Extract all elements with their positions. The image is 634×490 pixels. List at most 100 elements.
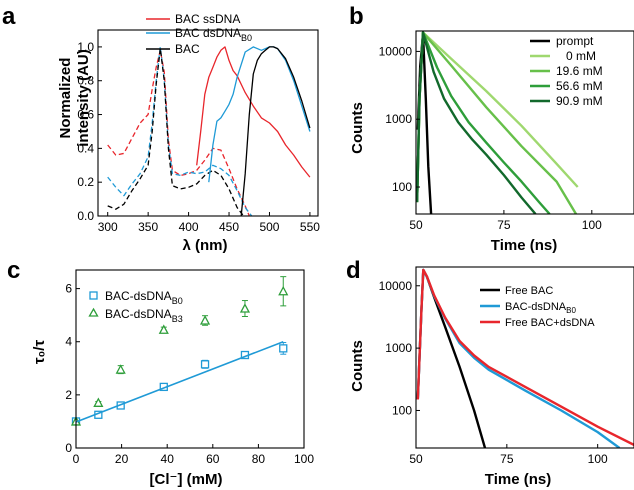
- panel-a-letter: a: [2, 3, 16, 30]
- point-b3: [158, 324, 169, 334]
- panel-a-ylabel-line2: intensity (AU): [75, 49, 92, 147]
- legend-dsdna-b3: BAC-dsDNAB3: [105, 307, 183, 324]
- panel-b-legend: prompt 0 mM 19.6 mM 56.6 mM 90.9 mM: [530, 34, 603, 108]
- panel-a-xlabel: λ (nm): [183, 237, 228, 254]
- point-b3: [115, 364, 126, 374]
- panel-c-axes: 0 20 40 60 80 100 0 2 4 6: [65, 269, 314, 466]
- series-line-bac-ssdna: [196, 46, 311, 178]
- x-tick-label: 0: [73, 452, 80, 466]
- legend-free-bac: Free BAC: [505, 285, 553, 297]
- legend-19mm: 19.6 mM: [556, 64, 603, 78]
- y-tick-label: 4: [65, 335, 72, 349]
- series-line-19-6-mm: [416, 31, 578, 214]
- series-line-bac-dsdna: [208, 46, 311, 183]
- panel-b-ylabel: Counts: [349, 102, 366, 154]
- point-b0: [279, 344, 288, 353]
- series-line-56-6-mm: [416, 31, 551, 214]
- x-tick-label: 100: [294, 452, 314, 466]
- panel-d-xlabel: Time (ns): [485, 471, 551, 488]
- series-line-bac: [107, 47, 245, 216]
- y-tick-label: 0.0: [77, 209, 94, 223]
- panel-d-legend: Free BAC BAC-dsDNAB0 Free BAC+dsDNA: [480, 285, 595, 329]
- panel-a-curves: [107, 46, 311, 216]
- panel-d-curves: [416, 268, 634, 448]
- y-tick-label: 6: [65, 282, 72, 296]
- y-tick-label: 0.8: [77, 74, 94, 88]
- plot-frame: [75, 269, 305, 449]
- x-tick-label: 50: [409, 452, 423, 466]
- panel-d-ylabel: Counts: [349, 340, 366, 392]
- series-line-90-9-mm: [416, 31, 537, 214]
- panel-d-axes: 50 75 100 100 1000 10000: [379, 266, 634, 466]
- x-tick-label: 400: [179, 220, 199, 234]
- panel-a-ylabel-line1: Normalized: [57, 58, 74, 139]
- point-b3: [278, 285, 289, 296]
- x-tick-label: 75: [500, 452, 514, 466]
- point-b3: [239, 303, 251, 313]
- panel-b: 50 75 100 100 1000 10000 Counts Time (ns) pro…: [349, 30, 634, 254]
- panel-c-letter: c: [7, 257, 20, 284]
- x-tick-label: 60: [206, 452, 220, 466]
- y-tick-label: 0.6: [77, 108, 94, 122]
- series-line-bac-ssdna: [107, 49, 250, 216]
- point-b3: [199, 315, 211, 325]
- y-tick-label: 100: [392, 180, 412, 194]
- panel-a: 300 350 400 450 500 550 0.0 0.2 0.4 0.6 0.8 1.0 Nor…: [57, 12, 320, 254]
- x-tick-label: 450: [219, 220, 239, 234]
- legend-bac-ssdna: BAC ssDNA: [175, 12, 240, 26]
- plot-frame: [415, 30, 634, 215]
- panel-b-xlabel: Time (ns): [491, 237, 557, 254]
- y-tick-label: 0.4: [77, 141, 94, 155]
- panel-b-curves: [416, 31, 579, 214]
- panel-c-legend: BAC-dsDNAB0 BAC-dsDNAB3: [88, 289, 183, 324]
- point-b0: [200, 360, 210, 369]
- legend-90mm: 90.9 mM: [556, 94, 603, 108]
- x-tick-label: 75: [497, 218, 511, 232]
- plot-frame: [97, 29, 319, 217]
- legend-0mm: 0 mM: [566, 49, 596, 63]
- y-tick-label: 1000: [385, 112, 412, 126]
- panel-c-ylabel: τ₀/τ: [31, 340, 48, 365]
- x-tick-label: 100: [582, 218, 602, 232]
- x-tick-label: 40: [161, 452, 175, 466]
- legend-bac-dsdna-d: BAC-dsDNAB0: [505, 301, 576, 315]
- panel-d: 50 75 100 100 1000 10000 Counts Time (ns) Fre…: [349, 266, 634, 488]
- point-b3: [93, 397, 104, 407]
- panel-c-points: [70, 276, 289, 426]
- x-tick-label: 350: [138, 220, 158, 234]
- y-tick-label: 2: [65, 388, 72, 402]
- panel-a-legend: BAC ssDNA BAC dsDNAB0 BAC: [146, 12, 252, 56]
- series-line-0-mm: [416, 31, 579, 203]
- x-tick-label: 500: [259, 220, 279, 234]
- x-tick-label: 20: [115, 452, 129, 466]
- panel-a-axes: 300 350 400 450 500 550 0.0 0.2 0.4 0.6 0.8 1.0: [77, 29, 320, 234]
- legend-bac: BAC: [175, 42, 200, 56]
- series-line-free-bac-dsdna: [416, 268, 634, 446]
- legend-bac-dsdna: BAC dsDNAB0: [175, 26, 252, 43]
- x-tick-label: 100: [588, 452, 608, 466]
- legend-prompt: prompt: [556, 34, 594, 48]
- panel-d-letter: d: [346, 257, 361, 284]
- y-tick-label: 1.0: [77, 40, 94, 54]
- legend-marker-b0: [89, 291, 98, 300]
- y-tick-label: 100: [392, 403, 412, 417]
- series-line-bac: [240, 46, 311, 216]
- x-tick-label: 80: [252, 452, 266, 466]
- panel-b-axes: 50 75 100 100 1000 10000: [379, 30, 634, 232]
- panel-c: 0 20 40 60 80 100 0 2 4 6 τ₀/τ [Cl⁻] (mM) BAC-dsD…: [31, 269, 314, 488]
- x-tick-label: 50: [409, 218, 423, 232]
- x-tick-label: 550: [300, 220, 320, 234]
- legend-dsdna-b0: BAC-dsDNAB0: [105, 289, 183, 306]
- panel-b-letter: b: [349, 3, 364, 30]
- y-tick-label: 1000: [385, 341, 412, 355]
- y-tick-label: 0.2: [77, 175, 94, 189]
- legend-56mm: 56.6 mM: [556, 79, 603, 93]
- y-tick-label: 10000: [379, 44, 413, 58]
- legend-free-bac-dsdna: Free BAC+dsDNA: [505, 317, 595, 329]
- plot-frame: [415, 266, 634, 449]
- y-tick-label: 10000: [379, 279, 413, 293]
- panel-c-xlabel: [Cl⁻] (mM): [150, 471, 223, 488]
- legend-marker-b3: [88, 307, 99, 317]
- x-tick-label: 300: [98, 220, 118, 234]
